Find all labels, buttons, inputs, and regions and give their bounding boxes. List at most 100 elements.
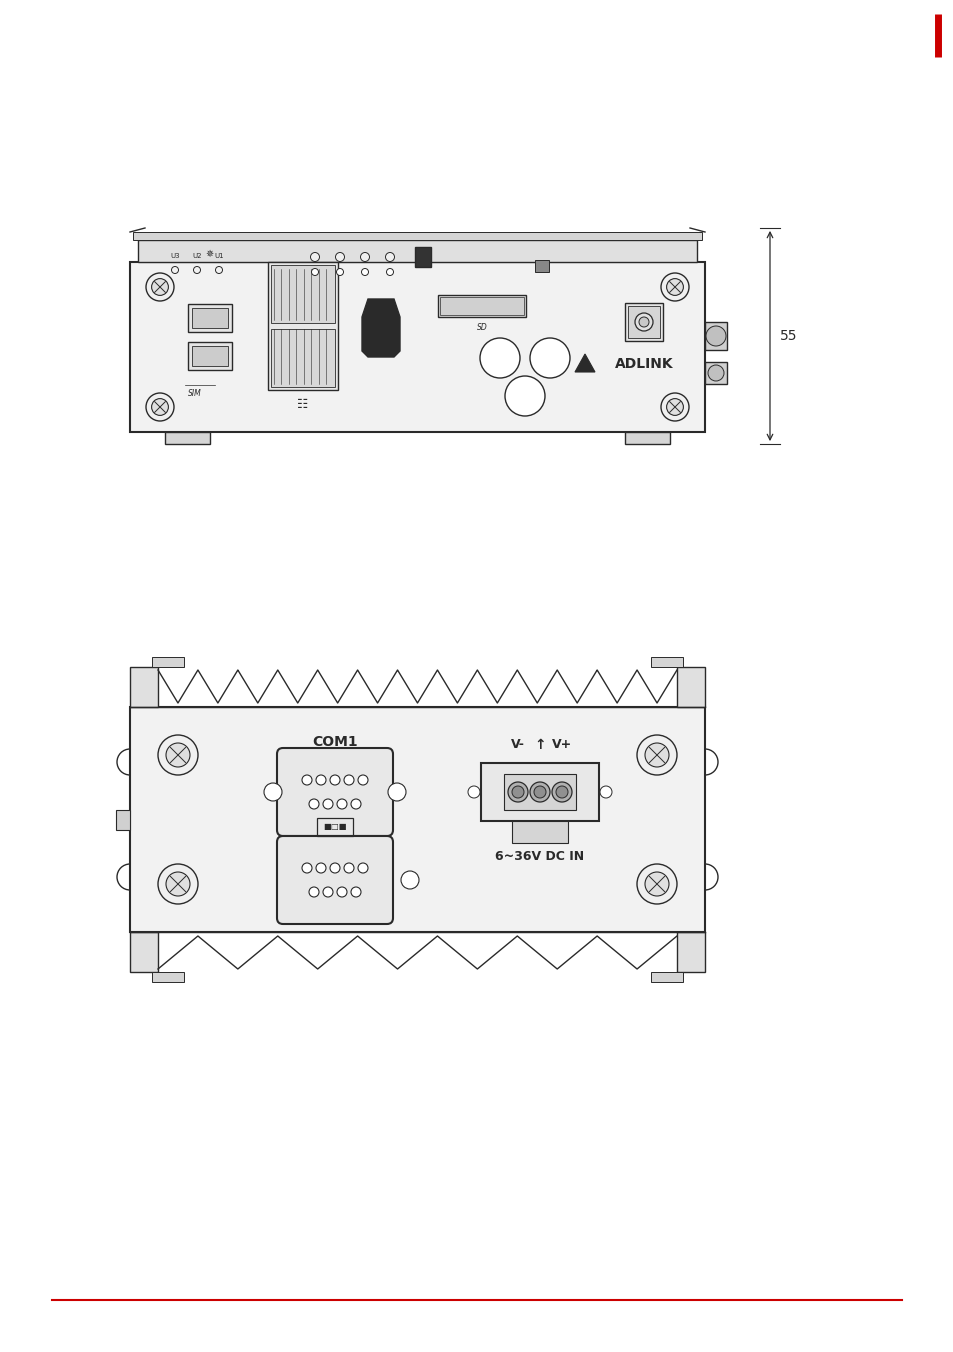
Text: U1: U1 [214, 253, 224, 260]
Circle shape [644, 872, 668, 896]
Circle shape [385, 253, 395, 261]
Text: SD: SD [476, 323, 487, 333]
Text: ↑: ↑ [534, 738, 545, 752]
Bar [512, 821, 567, 844]
Circle shape [479, 338, 519, 379]
Circle shape [635, 314, 652, 331]
Bar [271, 329, 335, 387]
Bar [677, 932, 704, 972]
Circle shape [556, 786, 567, 798]
Circle shape [351, 799, 360, 808]
Polygon shape [575, 354, 595, 372]
Circle shape [357, 863, 368, 873]
Text: ☷: ☷ [297, 397, 309, 411]
Text: 6~36V DC IN: 6~36V DC IN [495, 849, 584, 863]
Bar [503, 773, 576, 810]
Circle shape [639, 316, 648, 327]
Bar [138, 241, 697, 262]
Text: ■□■: ■□■ [323, 822, 347, 831]
Circle shape [335, 253, 344, 261]
Bar [437, 295, 525, 316]
Circle shape [315, 863, 326, 873]
Circle shape [360, 253, 369, 261]
FancyBboxPatch shape [276, 748, 393, 836]
Circle shape [504, 376, 544, 416]
Bar [165, 433, 210, 443]
Bar [116, 810, 130, 830]
Text: SIM: SIM [188, 389, 201, 399]
Circle shape [637, 864, 677, 904]
Bar [130, 667, 158, 707]
Bar [624, 303, 662, 341]
Bar [650, 972, 682, 982]
Bar [268, 262, 337, 389]
Circle shape [530, 781, 550, 802]
Circle shape [309, 887, 318, 896]
Circle shape [146, 393, 173, 420]
Bar [192, 308, 228, 329]
Circle shape [323, 799, 333, 808]
Circle shape [705, 326, 725, 346]
Circle shape [336, 269, 343, 276]
Bar [650, 657, 682, 667]
Circle shape [158, 735, 198, 775]
Bar [439, 297, 523, 315]
Circle shape [666, 399, 682, 415]
Circle shape [302, 863, 312, 873]
Bar [535, 260, 548, 272]
Circle shape [302, 775, 312, 786]
Text: 55: 55 [780, 329, 797, 343]
Circle shape [660, 393, 688, 420]
Bar [152, 657, 184, 667]
Circle shape [660, 273, 688, 301]
Circle shape [152, 399, 169, 415]
Bar [480, 763, 598, 821]
Circle shape [507, 781, 527, 802]
Circle shape [344, 775, 354, 786]
Bar [316, 818, 353, 836]
Text: V+: V+ [551, 738, 572, 752]
Bar [415, 247, 431, 266]
Circle shape [158, 864, 198, 904]
Circle shape [512, 786, 523, 798]
Circle shape [312, 269, 318, 276]
Circle shape [166, 872, 190, 896]
Circle shape [468, 786, 479, 798]
Circle shape [344, 863, 354, 873]
Circle shape [166, 744, 190, 767]
Circle shape [552, 781, 572, 802]
Bar [130, 932, 158, 972]
Circle shape [330, 775, 339, 786]
Circle shape [388, 783, 406, 800]
Bar [130, 262, 704, 433]
Circle shape [323, 887, 333, 896]
Circle shape [336, 799, 347, 808]
Bar [192, 346, 228, 366]
Circle shape [637, 735, 677, 775]
Circle shape [336, 887, 347, 896]
Bar [704, 322, 726, 350]
Text: COM1: COM1 [312, 735, 357, 749]
FancyBboxPatch shape [276, 836, 393, 923]
Bar [271, 265, 335, 323]
Circle shape [152, 279, 169, 295]
Bar [704, 362, 726, 384]
Polygon shape [361, 299, 399, 357]
Circle shape [644, 744, 668, 767]
Circle shape [357, 775, 368, 786]
Bar [624, 433, 669, 443]
Circle shape [310, 253, 319, 261]
Circle shape [146, 273, 173, 301]
Circle shape [386, 269, 393, 276]
Text: ADLINK: ADLINK [615, 357, 673, 370]
Bar [188, 342, 232, 370]
Bar [152, 972, 184, 982]
Circle shape [666, 279, 682, 295]
Bar [627, 306, 659, 338]
Circle shape [707, 365, 723, 381]
Circle shape [400, 871, 418, 890]
Circle shape [534, 786, 545, 798]
Bar [130, 707, 704, 932]
Text: V-: V- [511, 738, 524, 752]
Bar [188, 304, 232, 333]
